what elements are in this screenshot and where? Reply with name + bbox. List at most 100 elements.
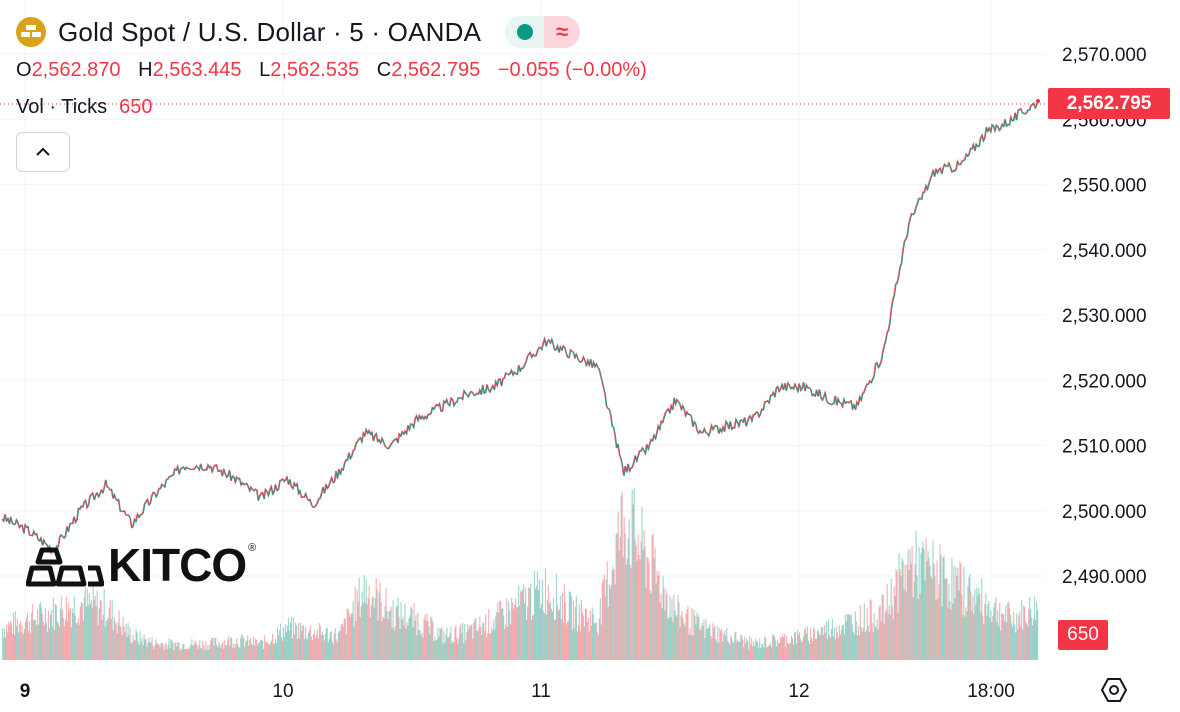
volume-bar <box>253 636 255 660</box>
volume-bar <box>874 626 876 660</box>
volume-bar <box>306 639 308 660</box>
volume-bar <box>553 620 556 660</box>
volume-bar <box>958 590 960 660</box>
volume-bar <box>926 561 928 660</box>
y-tick-label: 2,530.000 <box>1062 306 1147 327</box>
volume-bar <box>920 553 922 660</box>
volume-bar <box>590 625 592 660</box>
volume-bar <box>368 585 370 660</box>
volume-bar <box>692 635 694 660</box>
volume-bar <box>944 578 946 660</box>
volume-bar <box>787 642 789 660</box>
collapse-legend-button[interactable] <box>16 132 70 172</box>
volume-legend[interactable]: Vol · Ticks 650 <box>16 96 153 119</box>
volume-label: Vol · Ticks <box>16 96 108 118</box>
volume-bar <box>628 519 630 660</box>
volume-bar <box>112 629 114 660</box>
volume-bar <box>442 643 444 660</box>
volume-bar <box>861 631 863 660</box>
volume-bar <box>672 621 674 660</box>
volume-bar <box>934 576 936 660</box>
volume-bar <box>196 644 198 660</box>
market-status-pill[interactable]: ≈ <box>505 16 581 48</box>
volume-bar <box>810 637 813 660</box>
volume-bar <box>1019 611 1021 660</box>
volume-bar <box>143 634 145 660</box>
volume-bar <box>267 642 269 660</box>
volume-bar <box>971 611 973 660</box>
volume-bar <box>111 600 113 660</box>
volume-bar <box>889 614 891 660</box>
volume-bar <box>500 601 502 660</box>
volume-bar <box>879 604 881 660</box>
volume-bar <box>897 612 899 660</box>
volume-bar <box>597 635 599 660</box>
volume-bar <box>279 623 282 660</box>
y-tick-label: 2,550.000 <box>1062 176 1147 197</box>
volume-bar <box>316 629 318 660</box>
volume-bar <box>246 640 248 660</box>
volume-bar <box>975 604 977 660</box>
volume-bar <box>408 618 410 660</box>
volume-bar <box>410 606 412 660</box>
symbol-title[interactable]: Gold Spot / U.S. Dollar · 5 · OANDA <box>58 16 482 47</box>
volume-bar <box>508 601 510 660</box>
volume-bar <box>181 649 183 660</box>
volume-bar <box>519 605 521 660</box>
volume-bar <box>839 634 841 660</box>
volume-bar <box>1010 615 1012 660</box>
volume-bar <box>630 568 632 660</box>
volume-bar <box>849 616 851 660</box>
volume-bar <box>191 639 193 660</box>
volume-bar <box>445 634 447 660</box>
volume-bar <box>1007 603 1009 660</box>
market-open-dot-icon <box>517 24 534 40</box>
volume-bar <box>70 627 72 660</box>
volume-bar <box>890 578 892 660</box>
volume-bar <box>650 593 652 660</box>
volume-bar <box>190 644 192 660</box>
volume-bar <box>382 616 384 660</box>
volume-bar <box>451 643 453 660</box>
volume-bar <box>905 591 907 660</box>
volume-bar <box>614 584 616 660</box>
volume-bar <box>913 581 915 660</box>
volume-bar <box>759 638 761 660</box>
volume-bar <box>341 623 343 660</box>
volume-bar <box>545 614 548 660</box>
volume-bar <box>935 600 937 660</box>
volume-bar <box>784 633 786 660</box>
volume-bar <box>249 639 251 660</box>
volume-bar <box>325 627 327 660</box>
volume-bar <box>753 641 755 660</box>
volume-bar <box>71 608 73 660</box>
volume-bar <box>779 642 781 660</box>
volume-bar <box>106 619 108 660</box>
volume-bar <box>850 614 852 660</box>
volume-bar <box>433 641 435 660</box>
volume-bar <box>281 640 284 660</box>
volume-bar <box>644 546 646 660</box>
volume-bar <box>982 616 984 660</box>
volume-bar <box>721 628 723 660</box>
chart-settings-button[interactable] <box>1098 674 1130 706</box>
volume-bar <box>185 649 187 660</box>
volume-bar <box>660 594 662 660</box>
volume-bar <box>731 637 733 660</box>
volume-bar <box>651 534 653 660</box>
volume-value: 650 <box>119 96 153 118</box>
volume-bar <box>578 604 580 660</box>
volume-bar <box>877 629 879 660</box>
volume-bar <box>525 588 527 660</box>
volume-bar <box>28 621 31 660</box>
volume-bar <box>826 638 828 660</box>
volume-bar <box>778 643 780 660</box>
volume-bar <box>352 601 354 660</box>
volume-bar <box>950 609 952 660</box>
volume-bar <box>486 637 488 660</box>
volume-bar <box>474 619 476 660</box>
volume-bar <box>600 624 602 660</box>
volume-bar <box>747 641 749 660</box>
volume-bar <box>82 620 84 660</box>
volume-bar <box>378 592 380 660</box>
